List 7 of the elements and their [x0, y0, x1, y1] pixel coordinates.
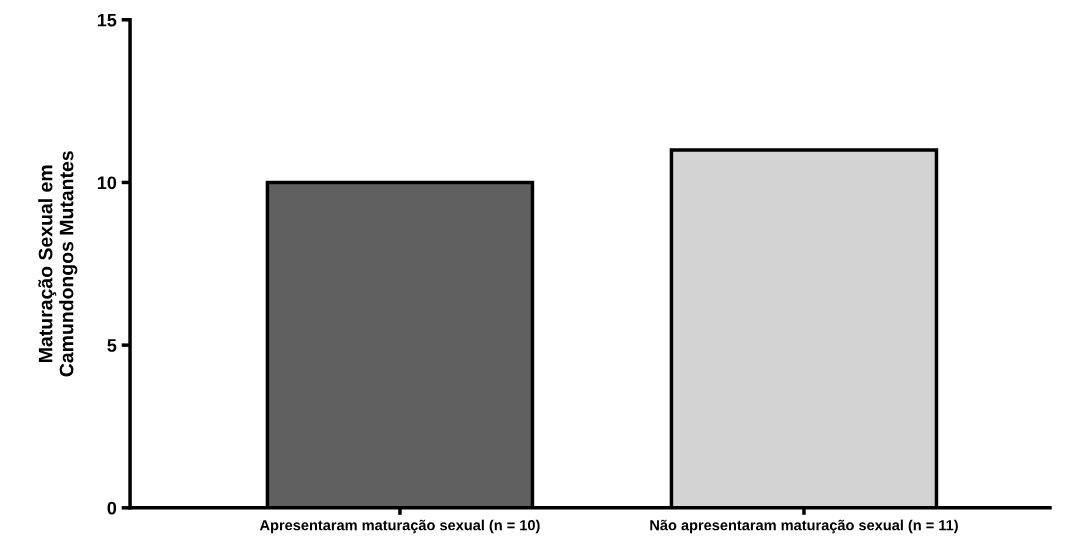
- x-tick-label: Não apresentaram maturação sexual (n = 11): [650, 519, 958, 534]
- y-tick-label: 10: [97, 176, 117, 190]
- x-tick-label: Apresentaram maturação sexual (n = 10): [259, 519, 540, 534]
- y-tick-label: 0: [107, 501, 117, 515]
- y-tick-label: 5: [107, 339, 117, 352]
- y-axis-title: Maturação Sexual em Camundongos Mutantes: [38, 151, 78, 377]
- y-tick-label: 15: [97, 13, 117, 27]
